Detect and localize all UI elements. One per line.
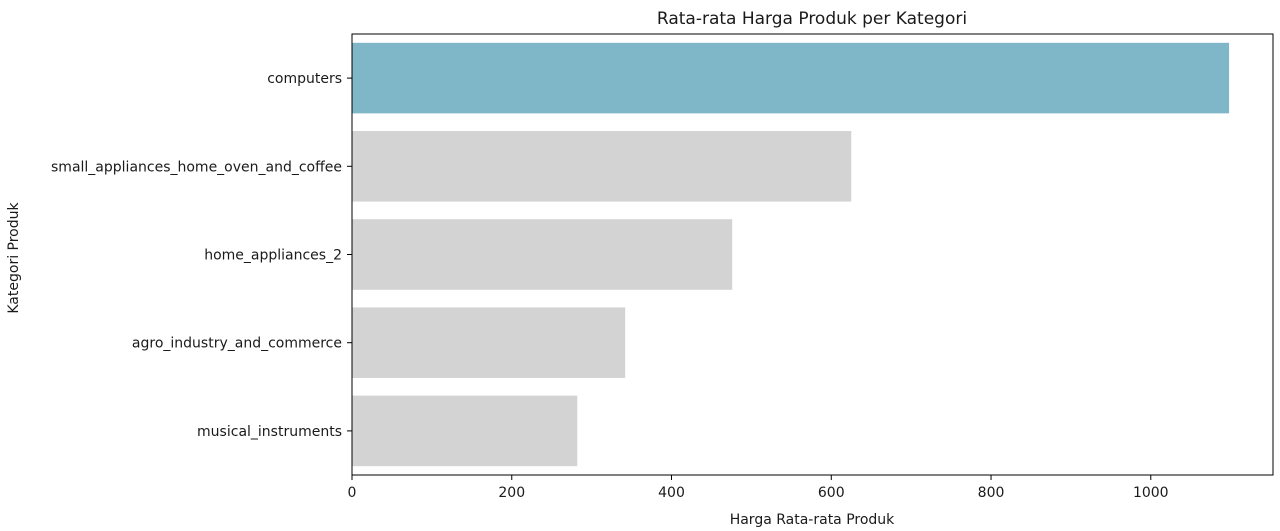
bar-musical-instruments xyxy=(352,395,578,467)
bar-home-appliances-2 xyxy=(352,219,733,290)
bars-group xyxy=(352,42,1230,467)
bar-computers xyxy=(352,42,1230,114)
x-tick-label: 1000 xyxy=(1133,485,1169,501)
y-tick-label: musical_instruments xyxy=(197,424,342,440)
y-axis-label: Kategori Produk xyxy=(6,201,22,313)
y-tick-label: agro_industry_and_commerce xyxy=(132,336,342,352)
y-tick-label: home_appliances_2 xyxy=(204,248,342,264)
bar-agro-industry-and-commerce xyxy=(352,307,626,378)
x-tick-label: 0 xyxy=(348,485,357,501)
y-tick-label: computers xyxy=(267,71,342,87)
chart-title: Rata-rata Harga Produk per Kategori xyxy=(657,9,967,29)
x-tick-label: 200 xyxy=(498,485,525,501)
x-tick-label: 800 xyxy=(978,485,1005,501)
y-tick-label: small_appliances_home_oven_and_coffee xyxy=(51,159,342,175)
x-axis-ticks: 0 200 400 600 800 1000 xyxy=(348,475,1169,501)
x-tick-label: 400 xyxy=(658,485,685,501)
x-axis-label: Harga Rata-rata Produk xyxy=(730,512,895,528)
y-axis-ticks: computers small_appliances_home_oven_and_… xyxy=(51,71,352,440)
bar-small-appliances-home-oven-and-coffee xyxy=(352,131,852,202)
x-tick-label: 600 xyxy=(818,485,845,501)
plot-frame xyxy=(351,33,1274,476)
